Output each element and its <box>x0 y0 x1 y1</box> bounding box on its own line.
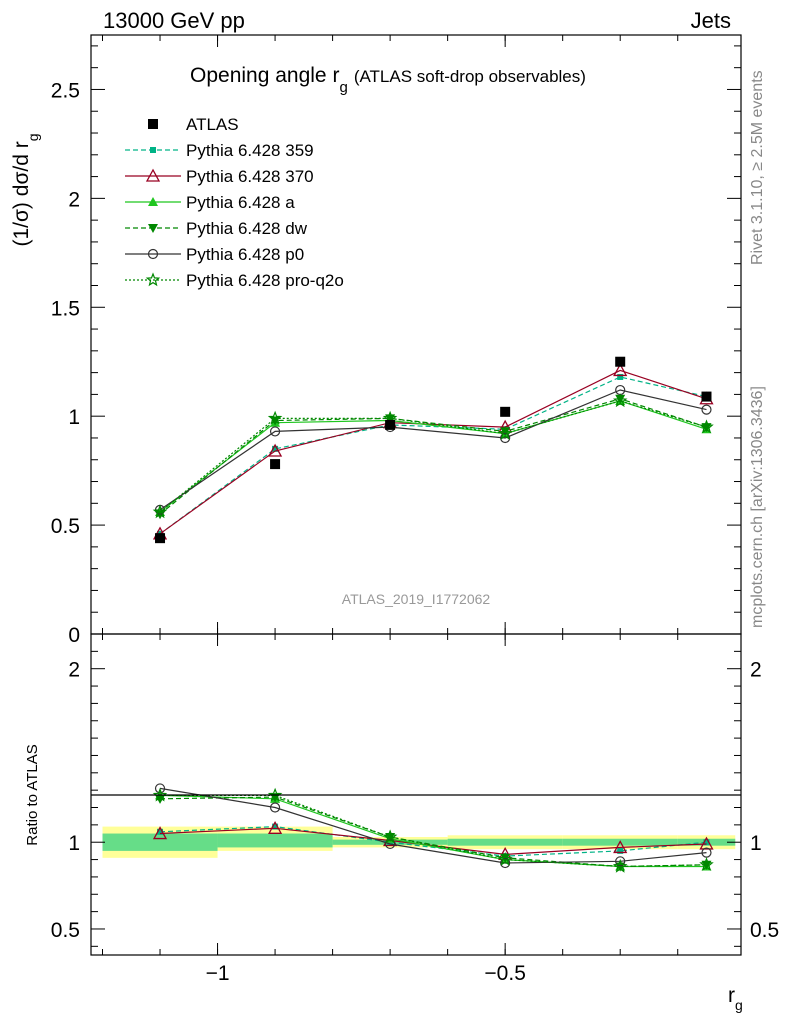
series-point-0-1 <box>272 445 279 452</box>
ratio-line-1 <box>159 827 707 856</box>
data-point-5 <box>701 391 712 402</box>
ratio-band-inner-0 <box>102 833 218 851</box>
ticks-layer: −1 −0.5 0.5 1 1.5 2 2.5 0 0.5 0.5 1 1 2 2 <box>51 35 779 985</box>
data-point-0 <box>155 533 166 544</box>
series-point-5-5 <box>699 419 714 434</box>
legend-label-4: Pythia 6.428 p0 <box>186 245 304 264</box>
data-point-4 <box>615 356 626 367</box>
legend-marker-3 <box>148 224 158 233</box>
legend-label-3: Pythia 6.428 dw <box>186 219 308 238</box>
legend: ATLAS Pythia 6.428 359 Pythia 6.428 370 Pyt… <box>125 115 344 290</box>
series-line-2 <box>159 400 707 513</box>
ratio-tick-label-right-2: 2 <box>750 659 762 682</box>
ratio-point-5-3 <box>497 851 513 866</box>
header-right: Jets <box>691 8 731 33</box>
legend-marker-2 <box>148 197 158 206</box>
series-point-4-5 <box>701 404 712 415</box>
legend-marker-0 <box>150 147 156 153</box>
ratio-point-5-0 <box>152 787 168 802</box>
ratio-point-1-0 <box>152 826 168 840</box>
legend-marker-1 <box>145 168 161 182</box>
series-point-5-0 <box>152 504 168 519</box>
ratio-band-inner-1 <box>217 833 333 848</box>
x-tick-label-0: −1 <box>206 962 230 985</box>
y-tick-label-0: 0.5 <box>51 515 80 538</box>
ratio-point-0-5 <box>703 839 710 846</box>
legend-label-data: ATLAS <box>186 115 239 134</box>
ratio-point-4-0 <box>154 783 166 794</box>
ratio-point-0-1 <box>272 823 279 830</box>
ratio-band-inner-3 <box>447 838 563 846</box>
side-label-top: Rivet 3.1.10, ≥ 2.5M events <box>749 70 766 265</box>
ratio-point-1-4 <box>613 840 628 854</box>
y-axis-label: (1/σ) dσ/d rg <box>10 133 41 246</box>
ratio-point-4-1 <box>269 802 281 813</box>
watermark: ATLAS_2019_I1772062 <box>342 591 491 607</box>
chart-title: Opening angle rg(ATLAS soft-drop observa… <box>190 64 586 96</box>
ratio-point-5-5 <box>699 857 714 871</box>
legend-label-1: Pythia 6.428 370 <box>186 167 314 186</box>
series-point-5-3 <box>497 425 513 440</box>
series-point-4-1 <box>269 426 281 437</box>
data-point-2 <box>385 419 396 430</box>
legend-marker-5 <box>145 272 161 287</box>
x-tick-label-1: −0.5 <box>484 962 525 985</box>
ratio-point-1-5 <box>699 836 714 850</box>
legend-label-5: Pythia 6.428 pro-q2o <box>186 271 344 290</box>
series-line-0 <box>159 376 707 535</box>
legend-label-2: Pythia 6.428 a <box>186 193 295 212</box>
series-point-1-4 <box>613 363 628 377</box>
legend-marker-data <box>148 119 158 129</box>
y-tick-label-1: 1 <box>68 406 80 429</box>
ratio-tick-label-left-0: 0.5 <box>51 919 80 942</box>
ratio-point-0-4 <box>617 847 624 854</box>
series-line-3 <box>159 398 707 515</box>
series-point-0-4 <box>617 373 624 380</box>
ratio-point-4-5 <box>701 847 712 858</box>
y-tick-label-3: 2 <box>68 188 80 211</box>
y-tick-label-5: 0 <box>68 624 80 647</box>
legend-marker-4 <box>147 248 159 260</box>
series-point-5-1 <box>267 410 283 425</box>
ratio-line-4 <box>159 787 707 864</box>
series-point-3-4 <box>615 394 626 404</box>
ratio-point-4-3 <box>500 857 511 869</box>
x-axis-label: rg <box>728 984 743 1013</box>
ratio-tick-label-left-2: 2 <box>68 659 80 682</box>
data-point-1 <box>270 459 281 470</box>
ratio-point-5-4 <box>612 858 628 873</box>
header-left: 13000 GeV pp <box>103 8 245 33</box>
data-points-layer <box>155 356 712 544</box>
ratio-y-axis-label: Ratio to ATLAS <box>24 744 41 845</box>
legend-label-0: Pythia 6.428 359 <box>186 141 314 160</box>
ratio-point-5-1 <box>267 787 283 802</box>
ratio-tick-label-right-0: 0.5 <box>750 919 779 942</box>
y-tick-label-2: 1.5 <box>51 297 80 320</box>
series-line-4 <box>159 389 707 511</box>
ratio-point-0-0 <box>157 828 164 835</box>
ratio-point-4-4 <box>615 856 626 867</box>
series-point-5-4 <box>612 393 628 408</box>
series-layer <box>152 363 714 873</box>
ratio-tick-label-right-1: 1 <box>750 832 762 855</box>
ratio-line-5 <box>160 794 707 868</box>
series-point-3-3 <box>500 427 511 437</box>
ratio-point-1-1 <box>267 820 283 834</box>
data-point-3 <box>500 406 511 417</box>
series-point-4-3 <box>500 432 511 444</box>
series-point-1-1 <box>267 443 283 457</box>
ratio-point-5-2 <box>382 829 398 844</box>
series-line-5 <box>159 400 707 513</box>
ratio-tick-label-left-1: 1 <box>68 832 80 855</box>
y-tick-label-4: 2.5 <box>51 79 80 102</box>
side-label-bottom: mcplots.cern.ch [arXiv:1306.3436] <box>749 386 766 628</box>
